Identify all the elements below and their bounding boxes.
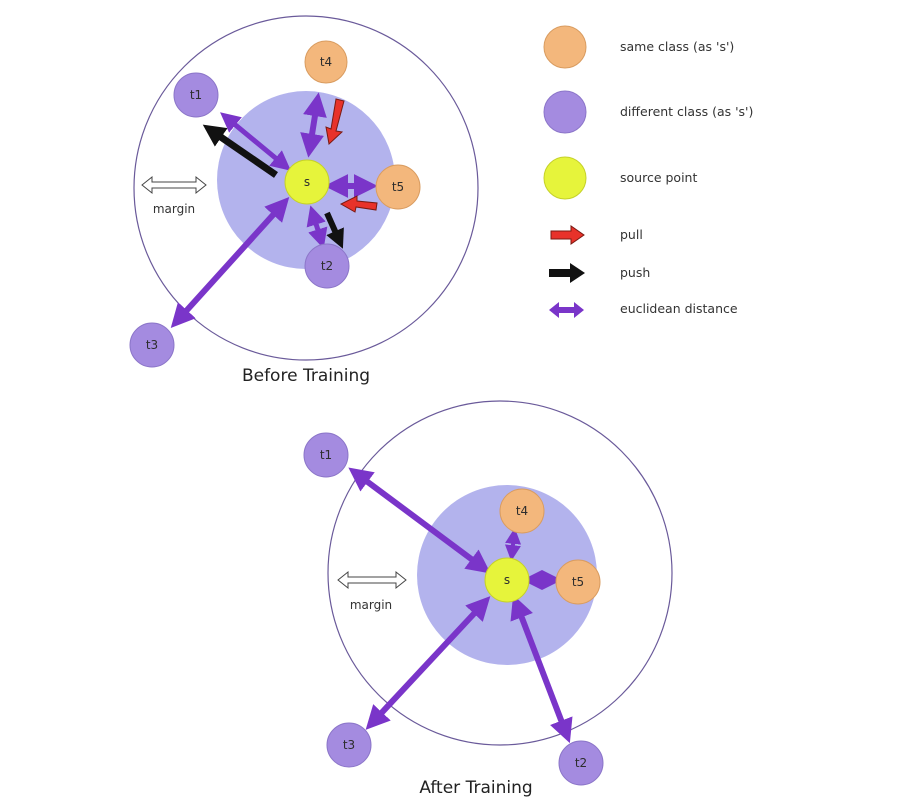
node-t4: t4: [499, 488, 545, 534]
node-t2: t2: [304, 243, 350, 289]
distance-arrow-icon: [549, 302, 584, 318]
node-t1: t1: [173, 72, 219, 118]
node-t5: t5: [375, 164, 421, 210]
node-t3: t3: [326, 722, 372, 768]
legend-source-point: source point: [543, 156, 697, 200]
pull-arrow-t4: [325, 98, 345, 145]
caption-before: Before Training: [242, 366, 370, 386]
push-arrow-icon: [549, 263, 585, 283]
node-t4-label: t4: [320, 55, 332, 69]
distance-arrow-s-t3: [365, 596, 491, 730]
legend-same-class-label: same class (as 's'): [620, 39, 734, 54]
push-arrow-t1: [202, 124, 278, 178]
node-t1-label: t1: [190, 88, 202, 102]
node-t3: t3: [129, 322, 175, 368]
margin-label: margin: [350, 598, 392, 612]
distance-arrow-s-t4: [504, 527, 522, 562]
source-label: s: [304, 175, 310, 189]
legend-push-label: push: [620, 265, 650, 280]
node-t5-label: t5: [392, 180, 404, 194]
pull-arrow-t5: [339, 195, 378, 213]
distance-arrow-s-t2: [510, 594, 573, 744]
distance-arrow-s-t3: [170, 196, 290, 329]
legend-euclidean-distance: euclidean distance: [549, 301, 738, 318]
source-point-swatch: [543, 156, 587, 200]
margin-label: margin: [153, 202, 195, 216]
same-class-swatch: [543, 25, 587, 69]
legend-euclidean-distance-label: euclidean distance: [620, 301, 738, 316]
node-t1-label: t1: [320, 448, 332, 462]
legend-pull: pull: [550, 225, 643, 245]
distance-arrow-s-t1: [348, 467, 491, 574]
node-t5-label: t5: [572, 575, 584, 589]
legend-pull-label: pull: [620, 227, 643, 242]
legend-push: push: [549, 263, 650, 283]
node-t5: t5: [555, 559, 601, 605]
distance-arrow-s-t2: [306, 205, 328, 249]
before-training-panel: margin t1 t4 t5 t2 t3 s Before Training: [129, 15, 479, 386]
node-t1: t1: [303, 432, 349, 478]
legend-source-point-label: source point: [620, 170, 697, 185]
legend-different-class: different class (as 's'): [543, 90, 753, 134]
node-t4-label: t4: [516, 504, 528, 518]
source-label: s: [504, 573, 510, 587]
caption-after: After Training: [419, 778, 532, 798]
legend: same class (as 's') different class (as …: [543, 25, 753, 318]
node-t3-label: t3: [343, 738, 355, 752]
legend-same-class: same class (as 's'): [543, 25, 734, 69]
distance-arrow-s-t4: [300, 92, 327, 158]
push-arrow-t2: [324, 211, 344, 249]
distance-arrow-s-t1: [220, 112, 291, 171]
node-t3-label: t3: [146, 338, 158, 352]
node-t4: t4: [304, 40, 348, 84]
different-class-swatch: [543, 90, 587, 134]
pull-arrow-icon: [550, 225, 585, 245]
after-training-panel: margin t1 t4 t5 t3 t2 s: [303, 400, 673, 798]
node-t2-label: t2: [321, 259, 333, 273]
source-node: s: [484, 557, 530, 603]
node-t2: t2: [558, 740, 604, 786]
legend-different-class-label: different class (as 's'): [620, 104, 753, 119]
margin-arrow: [337, 570, 407, 590]
margin-arrow: [141, 175, 207, 195]
source-node: s: [284, 159, 330, 205]
node-t2-label: t2: [575, 756, 587, 770]
